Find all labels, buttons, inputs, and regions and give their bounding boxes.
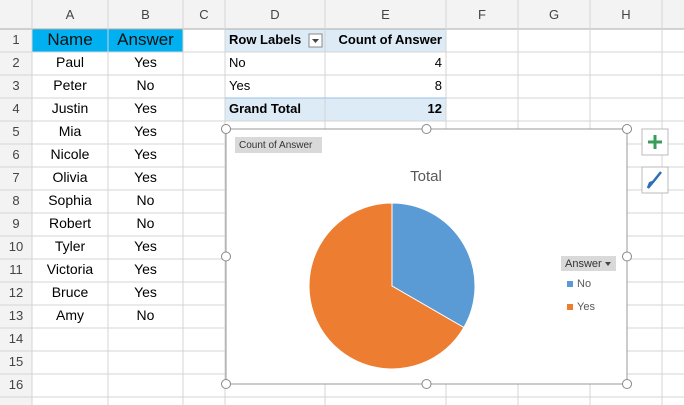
row-header: 13 [9,308,23,323]
table-cell: Sophia [48,192,92,208]
table-cell: Olivia [52,169,87,185]
pie-slice [308,202,465,370]
resize-handle[interactable] [221,379,231,389]
table-cell: Justin [52,100,89,116]
table-header: Answer [117,30,174,49]
resize-handle[interactable] [421,379,432,389]
column-header: B [141,7,150,22]
table-cell: Yes [134,238,157,254]
legend-swatch [567,281,573,287]
row-header: 10 [9,239,23,254]
legend-label: No [577,278,591,290]
row-header: 4 [12,101,19,116]
row-header: 3 [12,78,19,93]
resize-handle[interactable] [622,124,632,134]
pivot-header: Count of Answer [338,32,442,47]
column-header: F [478,7,486,22]
pivot-total-value: 12 [428,101,442,116]
table-cell: Paul [56,54,84,70]
row-header: 2 [12,55,19,70]
table-cell: Bruce [52,284,89,300]
resize-handle[interactable] [622,251,632,262]
resize-handle[interactable] [421,124,432,134]
row-header: 14 [9,331,23,346]
row-header: 6 [12,147,19,162]
table-cell: No [137,307,155,323]
row-header: 7 [12,170,19,185]
pivot-label: No [229,55,246,70]
field-button-label: Count of Answer [239,140,313,151]
table-cell: Yes [134,284,157,300]
column-header: E [381,7,390,22]
table-cell: No [137,77,155,93]
pivot-label: Yes [229,78,251,93]
plus-icon [648,135,662,149]
table-cell: Yes [134,261,157,277]
table-cell: Yes [134,146,157,162]
table-cell: Victoria [47,261,94,277]
row-header: 9 [12,216,19,231]
row-header: 1 [12,32,19,47]
row-header: 15 [9,354,23,369]
table-cell: No [137,215,155,231]
legend-arrow [605,262,611,266]
table-cell: Peter [53,77,87,93]
resize-handle[interactable] [221,251,231,262]
pivot-total-label: Grand Total [229,101,301,116]
pivot-value: 4 [435,55,442,70]
table-cell: Amy [56,307,84,323]
field-button [235,137,322,153]
column-header-bar [0,0,684,29]
legend-swatch [567,304,573,310]
row-header-bar [0,0,32,405]
table-cell: Yes [134,123,157,139]
pivot-header: Row Labels [229,32,301,47]
column-header: A [66,7,75,22]
legend-button[interactable] [561,256,616,271]
resize-handle[interactable] [622,379,632,389]
table-cell: Mia [59,123,82,139]
table-cell: No [137,192,155,208]
resize-handle[interactable] [221,124,231,134]
row-header: 16 [9,377,23,392]
legend-label: Yes [577,301,595,313]
table-cell: Tyler [55,238,86,254]
table-cell: Nicole [51,146,90,162]
table-cell: Yes [134,54,157,70]
table-header: Name [47,30,92,49]
table-cell: Yes [134,100,157,116]
legend-title: Answer [565,258,602,270]
pie-slice [391,202,476,329]
chart-title: Total [410,168,442,185]
row-header: 11 [9,262,23,277]
row-header: 5 [12,124,19,139]
row-header: 12 [9,285,23,300]
row-header: 8 [12,193,19,208]
brush-icon [646,171,662,189]
column-header: C [199,7,208,22]
column-header: H [621,7,630,22]
column-header: D [270,7,279,22]
pivot-total-fill [225,98,446,121]
table-cell: Yes [134,169,157,185]
pivot-value: 8 [435,78,442,93]
filter-arrow [312,39,319,43]
column-header: G [549,7,559,22]
table-cell: Robert [49,215,91,231]
pivot-header-fill [225,29,446,52]
